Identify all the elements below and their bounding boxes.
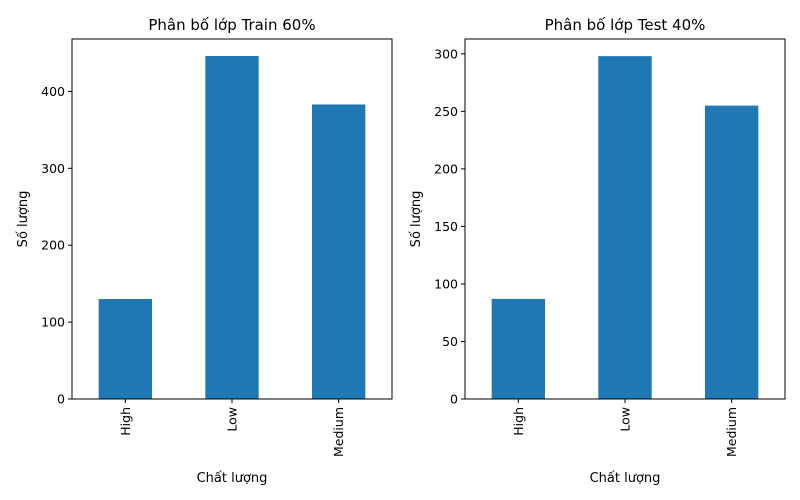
test-chart: Phân bố lớp Test 40% Chất lượng Số lượng…: [409, 16, 786, 486]
bar-low: [598, 56, 652, 400]
ticks-group: High Low Medium 0 100 200 300 400: [41, 84, 346, 457]
y-tick-label: 300: [41, 161, 65, 176]
y-tick-label: 300: [434, 46, 458, 61]
y-tick-label: 0: [57, 392, 65, 407]
x-tick-label: Low: [225, 407, 240, 432]
chart-title: Phân bố lớp Test 40%: [545, 16, 706, 34]
bar-medium: [312, 104, 366, 400]
bar-high: [491, 298, 545, 399]
x-tick-label: High: [511, 407, 526, 436]
bar-high: [98, 299, 152, 399]
x-axis-label: Chất lượng: [590, 471, 661, 486]
train-chart: Phân bố lớp Train 60% Chất lượng Số lượn…: [16, 16, 393, 486]
chart-title: Phân bố lớp Train 60%: [148, 16, 315, 34]
y-tick-label: 100: [434, 276, 458, 291]
y-tick-label: 400: [41, 84, 65, 99]
y-tick-label: 0: [450, 392, 458, 407]
y-tick-label: 100: [41, 315, 65, 330]
bar-medium: [705, 105, 759, 399]
y-tick-label: 50: [442, 334, 458, 349]
x-tick-label: Low: [618, 407, 633, 432]
plot-frame: [71, 38, 393, 400]
y-tick-label: 150: [434, 219, 458, 234]
y-tick-label: 250: [434, 104, 458, 119]
bars-group: [491, 56, 759, 400]
x-tick-label: Medium: [331, 407, 346, 457]
x-axis-label: Chất lượng: [197, 471, 268, 486]
plot-frame: [464, 38, 786, 400]
y-tick-label: 200: [41, 238, 65, 253]
x-tick-label: Medium: [724, 407, 739, 457]
bars-group: [98, 56, 366, 400]
y-axis-label: Số lượng: [16, 191, 31, 248]
ticks-group: High Low Medium 0 50 100 150 200 250 300: [434, 46, 739, 457]
x-tick-label: High: [118, 407, 133, 436]
y-tick-label: 200: [434, 161, 458, 176]
y-axis-label: Số lượng: [409, 191, 424, 248]
bar-low: [205, 56, 259, 400]
